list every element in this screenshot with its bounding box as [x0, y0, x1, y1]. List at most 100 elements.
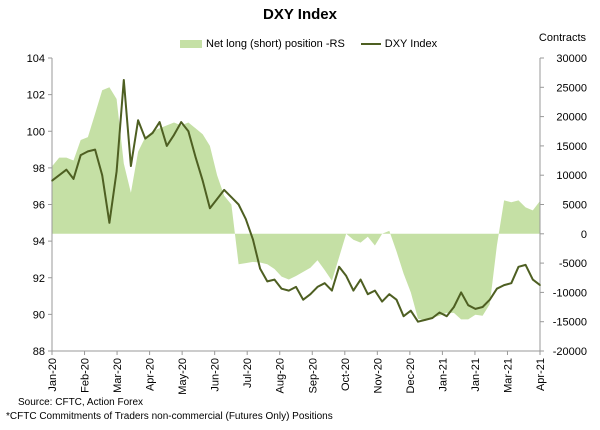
dxy-point — [367, 293, 369, 296]
dxy-point — [524, 264, 527, 266]
dxy-point — [381, 300, 383, 303]
dxy-point — [489, 298, 491, 301]
right-tick-label: 20000 — [556, 112, 587, 124]
x-tick-label: Nov-20 — [372, 358, 384, 393]
x-tick-label: Dec-20 — [405, 358, 417, 393]
dxy-point — [187, 130, 190, 133]
dxy-point — [395, 298, 398, 301]
chart-legend: Net long (short) position -RS DXY Index — [180, 38, 453, 50]
dxy-point — [273, 278, 276, 281]
dxy-point — [94, 148, 96, 151]
dxy-point — [72, 178, 75, 180]
dxy-point — [424, 319, 427, 321]
dxy-point — [280, 287, 283, 290]
left-tick-label: 98 — [33, 163, 45, 175]
dxy-point — [151, 132, 154, 134]
footnote: *CFTC Commitments of Traders non-commerc… — [6, 411, 333, 422]
dxy-point — [309, 293, 312, 296]
left-tick-label: 102 — [27, 90, 45, 102]
dxy-point — [417, 320, 419, 323]
dxy-point — [474, 308, 477, 310]
dxy-point — [223, 189, 225, 191]
dxy-point — [445, 315, 448, 318]
x-tick-label: Jul-20 — [242, 358, 254, 388]
right-tick-label: -10000 — [553, 287, 587, 299]
dxy-point — [166, 145, 168, 147]
dxy-point — [65, 168, 68, 171]
x-tick-label: Sep-20 — [307, 358, 319, 393]
dxy-point — [517, 266, 520, 268]
dxy-point — [288, 289, 290, 292]
dxy-point — [295, 286, 297, 288]
legend-label-dxy: DXY Index — [384, 38, 438, 50]
left-tick-label: 90 — [33, 309, 45, 321]
legend-swatch-area — [180, 40, 202, 48]
dxy-point — [137, 119, 139, 122]
right-tick-label: 25000 — [556, 82, 587, 94]
x-tick-label: Oct-20 — [340, 358, 352, 391]
x-tick-label: Feb-20 — [80, 358, 92, 393]
dxy-point — [496, 287, 498, 290]
dxy-point — [481, 306, 484, 308]
dxy-point — [130, 165, 132, 167]
right-tick-label: 15000 — [556, 141, 587, 153]
dxy-point — [331, 289, 333, 292]
dxy-point — [503, 284, 505, 286]
x-tick-label: Mar-21 — [502, 358, 514, 393]
dxy-point — [237, 203, 240, 206]
right-tick-label: -20000 — [553, 346, 587, 358]
dxy-point — [51, 179, 53, 182]
dxy-point — [438, 311, 441, 314]
dxy-point — [252, 238, 254, 241]
legend-item-dxy: DXY Index — [360, 38, 438, 50]
legend-item-net-position: Net long (short) position -RS — [180, 38, 345, 50]
x-tick-label: Jan-21 — [437, 358, 449, 392]
dxy-point — [158, 121, 161, 123]
right-tick-label: -15000 — [553, 317, 587, 329]
dxy-point — [180, 121, 182, 123]
right-axis-label: Contracts — [538, 32, 586, 44]
x-tick-label: Jan-21 — [470, 358, 482, 392]
dxy-point — [316, 286, 319, 288]
right-tick-label: 5000 — [563, 200, 587, 212]
dxy-point — [230, 196, 233, 198]
dxy-point — [352, 289, 355, 292]
dxy-point — [510, 282, 513, 285]
dxy-point — [87, 150, 89, 153]
right-tick-label: 10000 — [556, 170, 587, 182]
dxy-point — [144, 137, 147, 140]
dxy-point — [532, 278, 534, 281]
x-tick-label: Aug-20 — [275, 358, 287, 393]
x-tick-label: Mar-20 — [112, 358, 124, 393]
source-note: Source: CFTC, Action Forex — [18, 397, 144, 408]
dxy-point — [245, 218, 247, 220]
dxy-point — [302, 298, 305, 301]
dxy-point — [359, 278, 362, 281]
dxy-point — [539, 284, 541, 286]
dxy-point — [58, 174, 60, 176]
dxy-point — [467, 304, 470, 307]
left-tick-label: 104 — [27, 53, 45, 65]
right-tick-label: 30000 — [556, 53, 587, 65]
left-tick-label: 94 — [33, 236, 45, 248]
x-tick-label: Jan-20 — [47, 358, 59, 392]
dxy-point — [201, 179, 204, 182]
dxy-point — [453, 306, 455, 308]
right-tick-label: -5000 — [559, 258, 587, 270]
dxy-point — [402, 315, 405, 318]
dxy-point — [323, 282, 326, 285]
dxy-point — [115, 170, 118, 173]
dxy-point — [374, 289, 376, 292]
left-tick-label: 100 — [27, 126, 45, 138]
x-tick-label: May-20 — [177, 358, 189, 395]
dxy-point — [460, 291, 462, 294]
dxy-point — [431, 317, 434, 319]
legend-label-net-position: Net long (short) position -RS — [206, 38, 345, 50]
x-tick-label: Apr-20 — [145, 358, 157, 391]
left-tick-label: 92 — [33, 273, 45, 285]
net-position-area — [52, 87, 540, 321]
legend-swatch-line — [360, 43, 381, 45]
left-tick-label: 88 — [33, 346, 45, 358]
dxy-point — [194, 156, 197, 158]
dxy-point — [216, 198, 218, 200]
